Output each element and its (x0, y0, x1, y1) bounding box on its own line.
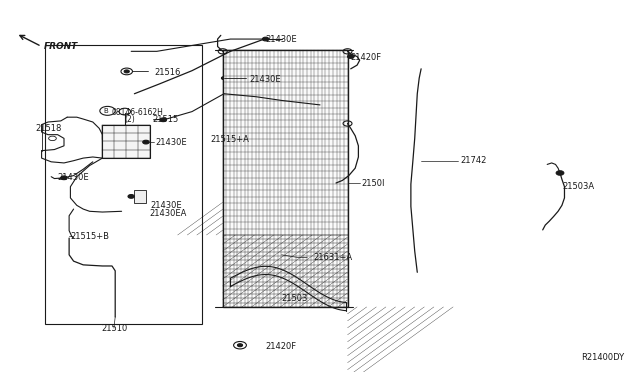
Text: B: B (103, 108, 108, 114)
Circle shape (124, 70, 129, 73)
Text: R21400DY: R21400DY (581, 353, 624, 362)
Circle shape (221, 77, 227, 80)
Text: 21518: 21518 (35, 124, 61, 133)
Circle shape (160, 118, 166, 122)
Text: 21430E: 21430E (150, 201, 182, 210)
Text: 21420F: 21420F (351, 53, 382, 62)
Text: 21515+A: 21515+A (210, 135, 249, 144)
Circle shape (556, 171, 564, 175)
Bar (223, 50, 348, 307)
Circle shape (128, 195, 134, 198)
Bar (45, 45, 202, 324)
Text: FRONT: FRONT (44, 42, 78, 51)
Text: 21503: 21503 (282, 294, 308, 303)
Circle shape (262, 37, 269, 41)
Bar (102, 125, 150, 158)
Circle shape (61, 176, 67, 180)
Circle shape (143, 140, 149, 144)
Text: (2): (2) (125, 115, 136, 124)
Text: 21742: 21742 (461, 156, 487, 165)
Bar (134, 190, 146, 203)
Text: 21430EA: 21430EA (149, 209, 186, 218)
Text: 21430E: 21430E (250, 75, 281, 84)
Circle shape (348, 55, 354, 58)
Text: 2150I: 2150I (362, 179, 385, 187)
Text: 21515: 21515 (152, 115, 179, 124)
Text: 21510: 21510 (101, 324, 127, 333)
Circle shape (237, 344, 243, 347)
Text: 08146-6162H: 08146-6162H (112, 108, 164, 117)
Text: 21631+A: 21631+A (314, 253, 353, 262)
Text: 21430E: 21430E (58, 173, 89, 182)
Text: 21430E: 21430E (266, 35, 297, 44)
Text: 21430E: 21430E (156, 138, 187, 147)
Text: 21503A: 21503A (562, 182, 594, 191)
Text: 21420F: 21420F (266, 342, 297, 351)
Text: 21516: 21516 (155, 68, 181, 77)
Text: 21515+B: 21515+B (70, 232, 109, 241)
